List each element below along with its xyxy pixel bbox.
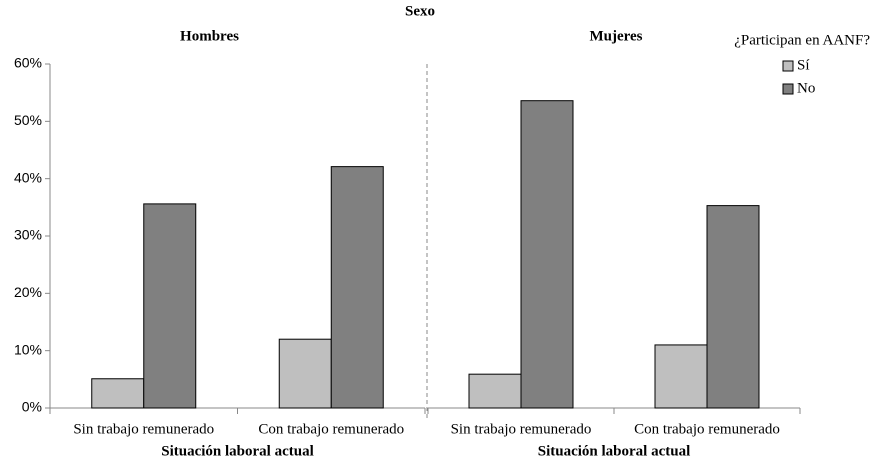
y-tick-label: 20% [14,284,42,300]
panel-title: Hombres [180,28,239,44]
legend-label: Sí [797,57,810,73]
y-tick-label: 40% [14,169,42,185]
x-axis-label: Situación laboral actual [538,443,691,459]
y-tick-label: 30% [14,227,42,243]
y-tick-label: 0% [22,399,42,415]
bar [706,205,760,409]
bar [143,203,197,409]
y-tick-label: 50% [14,112,42,128]
bar [468,373,522,409]
x-tick-label: Con trabajo remunerado [634,421,780,437]
legend-label: No [797,80,815,96]
bar [278,338,332,409]
bar [330,166,384,409]
x-tick-label: Sin trabajo remunerado [451,421,592,437]
bar [91,378,145,409]
bar [520,100,574,409]
panel-title: Mujeres [589,28,642,44]
y-tick-label: 10% [14,341,42,357]
y-tick-label: 60% [14,55,42,71]
legend-title: ¿Participan en AANF? [734,32,870,48]
legend-swatch [782,83,794,95]
legend-swatch [782,60,794,72]
x-tick-label: Sin trabajo remunerado [73,421,214,437]
x-tick-label: Con trabajo remunerado [258,421,404,437]
bar [654,344,708,409]
x-axis-label: Situación laboral actual [161,443,314,459]
chart-title: Sexo [405,3,435,19]
